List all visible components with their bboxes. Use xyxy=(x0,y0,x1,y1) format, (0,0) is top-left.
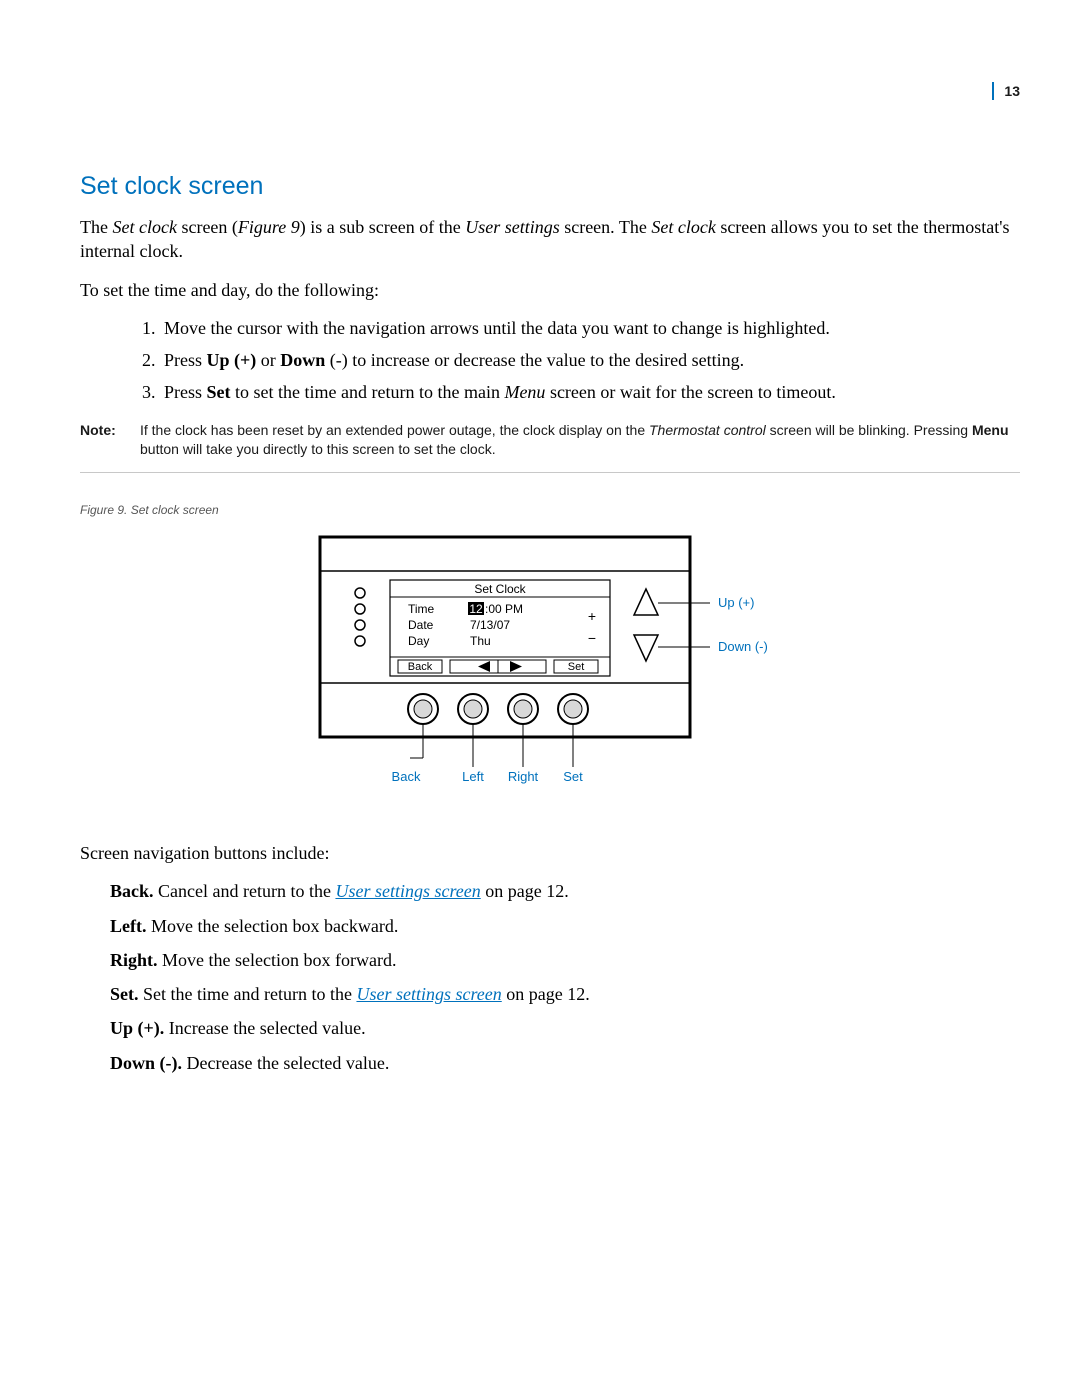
term-figure-ref: Figure 9 xyxy=(238,217,300,237)
page-number: 13 xyxy=(992,82,1020,100)
callout-back: Back xyxy=(392,769,421,784)
text: Move the selection box forward. xyxy=(158,950,397,970)
steps-list: Move the cursor with the navigation arro… xyxy=(80,316,1020,405)
row-date-label: Date xyxy=(408,618,434,632)
text: to set the time and return to the main xyxy=(231,382,505,402)
nav-intro: Screen navigation buttons include: xyxy=(80,841,1020,865)
link-user-settings-1[interactable]: User settings screen xyxy=(335,881,480,901)
step-2: Press Up (+) or Down (-) to increase or … xyxy=(160,348,1020,372)
row-time-label: Time xyxy=(408,602,435,616)
section-heading: Set clock screen xyxy=(80,172,1020,201)
text: If the clock has been reset by an extend… xyxy=(140,422,649,438)
label-left: Left. xyxy=(110,916,146,936)
term-user-settings: User settings xyxy=(465,217,560,237)
text: (-) to increase or decrease the value to… xyxy=(325,350,744,370)
text: button will take you directly to this sc… xyxy=(140,441,496,457)
callout-down: Down (-) xyxy=(718,639,768,654)
desc-up: Up (+). Increase the selected value. xyxy=(80,1016,1020,1040)
desc-left: Left. Move the selection box backward. xyxy=(80,914,1020,938)
text: ) is a sub screen of the xyxy=(300,217,465,237)
text: Move the selection box backward. xyxy=(146,916,398,936)
step-3: Press Set to set the time and return to … xyxy=(160,380,1020,404)
figure-wrap: Set Clock Time 12 :00 PM Date 7/13/07 Da… xyxy=(80,533,1020,813)
page-container: 13 Set clock screen The Set clock screen… xyxy=(0,0,1080,1397)
label-back: Back. xyxy=(110,881,154,901)
text: Increase the selected value. xyxy=(164,1018,365,1038)
row-date-value: 7/13/07 xyxy=(470,618,510,632)
term-set-clock: Set clock xyxy=(112,217,176,237)
callout-up: Up (+) xyxy=(718,595,754,610)
key-menu: Menu xyxy=(972,422,1009,438)
callout-right: Right xyxy=(508,769,539,784)
callout-set: Set xyxy=(563,769,583,784)
lead-in: To set the time and day, do the followin… xyxy=(80,278,1020,302)
term-set-clock-2: Set clock xyxy=(651,217,715,237)
figure-caption: Figure 9. Set clock screen xyxy=(80,503,1020,517)
link-user-settings-2[interactable]: User settings screen xyxy=(356,984,501,1004)
key-down: Down xyxy=(280,350,325,370)
text: Press xyxy=(164,350,207,370)
desc-down: Down (-). Decrease the selected value. xyxy=(80,1051,1020,1075)
text: Set the time and return to the xyxy=(139,984,357,1004)
plus-symbol: + xyxy=(588,608,596,624)
text: Decrease the selected value. xyxy=(182,1053,389,1073)
text: screen ( xyxy=(177,217,238,237)
text: on page 12. xyxy=(502,984,590,1004)
intro-paragraph: The Set clock screen (Figure 9) is a sub… xyxy=(80,215,1020,264)
text: on page 12. xyxy=(481,881,569,901)
minus-symbol: − xyxy=(588,630,596,646)
note-text: If the clock has been reset by an extend… xyxy=(140,421,1020,460)
label-set: Set. xyxy=(110,984,139,1004)
term-menu: Menu xyxy=(504,382,545,402)
text: screen or wait for the screen to timeout… xyxy=(545,382,835,402)
key-set: Set xyxy=(207,382,231,402)
lcd-title: Set Clock xyxy=(474,582,526,596)
label-right: Right. xyxy=(110,950,158,970)
row-day-label: Day xyxy=(408,634,429,648)
text: screen will be blinking. Pressing xyxy=(766,422,972,438)
label-up: Up (+). xyxy=(110,1018,164,1038)
desc-set: Set. Set the time and return to the User… xyxy=(80,982,1020,1006)
row-time-hl: 12 xyxy=(469,602,483,616)
note-label: Note: xyxy=(80,421,140,460)
desc-back: Back. Cancel and return to the User sett… xyxy=(80,879,1020,903)
callout-left: Left xyxy=(462,769,484,784)
softkey-set-label: Set xyxy=(568,661,585,673)
text: screen. The xyxy=(560,217,652,237)
key-up: Up (+) xyxy=(207,350,257,370)
step-1: Move the cursor with the navigation arro… xyxy=(160,316,1020,340)
term-thermostat-control: Thermostat control xyxy=(649,422,766,438)
set-clock-diagram: Set Clock Time 12 :00 PM Date 7/13/07 Da… xyxy=(310,533,790,813)
text: or xyxy=(256,350,280,370)
text: Cancel and return to the xyxy=(154,881,336,901)
label-down: Down (-). xyxy=(110,1053,182,1073)
desc-right: Right. Move the selection box forward. xyxy=(80,948,1020,972)
row-time-rest: :00 PM xyxy=(485,602,523,616)
note-block: Note: If the clock has been reset by an … xyxy=(80,421,1020,473)
text: The xyxy=(80,217,112,237)
text: Press xyxy=(164,382,207,402)
softkey-back-label: Back xyxy=(408,661,433,673)
row-day-value: Thu xyxy=(470,634,491,648)
